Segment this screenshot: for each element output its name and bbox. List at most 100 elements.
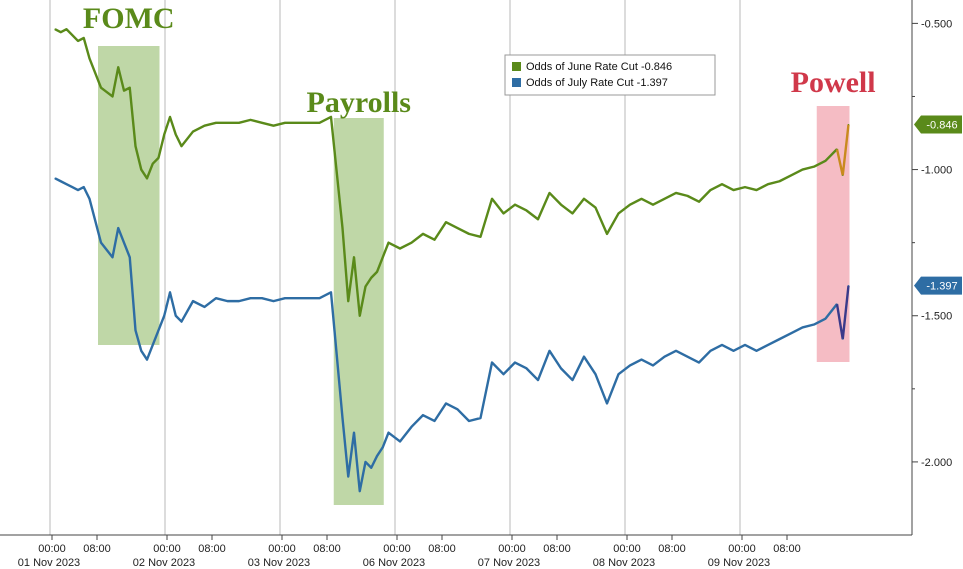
annotation-payrolls: Payrolls: [307, 86, 411, 119]
series-1-point-53: [514, 361, 516, 364]
series-0-point-0: [54, 28, 56, 30]
series-0-point-17: [163, 133, 165, 136]
series-1-point-36: [353, 432, 355, 434]
y-axis-ticks: -0.500 -1.000 -1.500 -2.000: [912, 18, 952, 469]
series-1-point-52: [502, 373, 505, 375]
series-1-point-31: [307, 297, 309, 299]
series-1-point-74: [755, 350, 758, 352]
x-tick-date-12: 09 Nov 2023: [708, 557, 770, 569]
series-0-point-32: [318, 122, 321, 124]
series-0-point-29: [284, 122, 286, 124]
series-0-point-37: [359, 315, 361, 317]
series-0-point-54: [525, 209, 528, 212]
series-0-point-68: [686, 195, 689, 197]
series-0-point-5: [83, 37, 85, 39]
series-1-point-67: [675, 350, 677, 352]
x-tick-time-12: 00:00: [728, 543, 756, 555]
x-tick-time-2: 00:00: [153, 543, 181, 555]
y-tick-label-0: -0.500: [921, 18, 952, 30]
series-0-point-42: [387, 242, 390, 244]
x-tick-time-0: 00:00: [38, 543, 66, 555]
series-0-point-13: [140, 168, 142, 171]
badge-shape-0: [914, 115, 962, 134]
series-0-point-12: [134, 145, 137, 147]
series-0-point-73: [744, 186, 746, 188]
badge-value-0: -0.846: [926, 120, 957, 132]
series-1-point-28: [272, 300, 275, 302]
series-1-point-33: [330, 291, 332, 293]
series-1-point-47: [445, 402, 447, 405]
x-tick-time-10: 00:00: [613, 543, 641, 555]
series-1-point-12: [134, 329, 137, 331]
series-0-point-79: [813, 166, 815, 168]
legend: Odds of June Rate Cut -0.846 Odds of July…: [504, 54, 716, 96]
y-tick-label-1: -1.000: [921, 165, 952, 177]
series-0-point-25: [238, 122, 240, 124]
series-1-point-14: [146, 358, 148, 361]
series-0-point-66: [663, 198, 666, 200]
series-0-point-51: [491, 198, 493, 200]
series-1-point-9: [117, 227, 119, 229]
x-tick-date-2: 02 Nov 2023: [133, 557, 195, 569]
series-0-point-71: [721, 183, 723, 185]
series-1-point-57: [560, 367, 562, 369]
series-1-point-71: [721, 344, 723, 346]
series-0-point-59: [583, 198, 585, 200]
series-1-point-37: [359, 490, 361, 492]
series-0-point-69: [698, 201, 700, 203]
series-1-point-61: [606, 402, 608, 405]
series-1-point-25: [238, 300, 240, 302]
x-tick-date-8: 07 Nov 2023: [478, 557, 540, 569]
last-value-badge-0: -0.846: [914, 115, 962, 134]
series-0-point-21: [192, 130, 194, 133]
x-tick-time-9: 08:00: [543, 543, 571, 555]
series-0-point-3: [71, 34, 73, 36]
series-1-point-79: [813, 323, 815, 326]
series-1-point-13: [140, 350, 142, 352]
series-1-point-0: [54, 177, 56, 179]
series-0-point-33: [330, 116, 332, 118]
series-0-point-48: [456, 227, 459, 229]
series-0-point-10: [123, 90, 125, 92]
legend-swatch-0: [512, 62, 521, 71]
series-0-point-53: [514, 204, 516, 206]
series-line-0: [54, 28, 838, 317]
series-0-point-28: [272, 125, 275, 127]
series-0-point-76: [778, 180, 781, 182]
series-1-point-65: [652, 364, 654, 367]
series-0-point-72: [732, 189, 735, 191]
series-1-point-73: [744, 344, 746, 346]
series-1-point-26: [249, 297, 252, 299]
x-tick-date-10: 08 Nov 2023: [593, 557, 655, 569]
series-1-point-83: [847, 285, 850, 287]
series-0-point-27: [261, 122, 263, 124]
series-1-point-4: [77, 189, 79, 191]
series-1-point-76: [778, 338, 781, 340]
series-1-point-18: [169, 291, 171, 293]
series-1-point-44: [410, 426, 413, 428]
series-0-point-46: [433, 239, 436, 241]
series-0-point-57: [560, 204, 562, 206]
series-0-point-9: [117, 66, 119, 68]
series-0-point-60: [594, 206, 597, 209]
series-1-point-50: [479, 417, 482, 419]
series-1-point-59: [583, 356, 585, 358]
series-0-point-56: [548, 192, 551, 194]
legend-swatch-1: [512, 78, 521, 87]
series-1-point-82: [842, 338, 844, 340]
series-0-point-64: [640, 198, 643, 200]
series-0-point-26: [249, 119, 252, 121]
x-tick-time-13: 08:00: [773, 543, 801, 555]
series-0-point-52: [502, 212, 505, 215]
series-1-point-51: [491, 361, 493, 364]
series-0-point-40: [376, 271, 378, 273]
series-1-point-55: [537, 379, 539, 381]
series-1-point-43: [399, 440, 401, 443]
series-1-point-21: [192, 300, 194, 302]
series-1-point-41: [382, 446, 384, 448]
series-0-point-45: [422, 233, 424, 235]
y-tick-label-2: -1.500: [921, 311, 952, 323]
series-0-point-74: [755, 189, 758, 191]
series-0-point-11: [129, 87, 131, 89]
